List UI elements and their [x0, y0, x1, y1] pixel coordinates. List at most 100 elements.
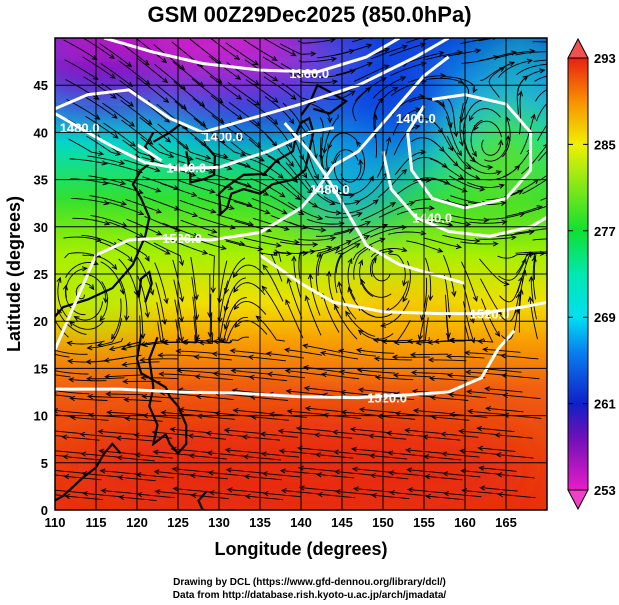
- streamline-arrowhead: [211, 228, 218, 234]
- streamline: [534, 75, 547, 82]
- streamline-arrowhead: [428, 205, 435, 211]
- streamline-arrowhead: [419, 23, 424, 27]
- coastline: [55, 131, 155, 318]
- streamline: [335, 243, 360, 274]
- streamline-arrowhead: [295, 194, 301, 201]
- streamline-arrowhead: [120, 200, 127, 206]
- streamline-arrowhead: [210, 208, 217, 214]
- temperature-field: [55, 38, 547, 510]
- streamline: [174, 299, 183, 342]
- streamline-arrowhead: [547, 62, 552, 66]
- y-tick-label: 5: [41, 456, 48, 471]
- streamline-arrowhead: [358, 407, 365, 413]
- streamline-arrowhead: [80, 451, 87, 457]
- streamline-arrowhead: [163, 298, 169, 305]
- streamline: [505, 205, 542, 217]
- streamline-arrowhead: [419, 42, 427, 48]
- streamline-arrowhead: [178, 260, 185, 267]
- streamline-arrowhead: [109, 73, 116, 79]
- streamline-arrowhead: [320, 227, 327, 233]
- streamline: [55, 435, 64, 437]
- map-title: GSM 00Z29Dec2025 (850.0hPa): [147, 2, 472, 27]
- streamline: [444, 76, 476, 93]
- streamline: [424, 237, 461, 248]
- streamline-arrowhead: [252, 60, 259, 66]
- streamline: [502, 374, 540, 380]
- streamline: [345, 311, 376, 337]
- streamline-arrowhead: [322, 412, 329, 418]
- streamline-arrowhead: [207, 470, 214, 476]
- streamline: [262, 472, 301, 478]
- streamline-arrowhead: [27, 451, 32, 455]
- streamline: [497, 50, 535, 59]
- streamline-arrowhead: [275, 242, 282, 248]
- streamline-arrowhead: [316, 491, 323, 498]
- streamline: [57, 277, 68, 318]
- streamline: [382, 320, 411, 343]
- streamline: [213, 372, 251, 378]
- streamline-arrowhead: [28, 471, 33, 475]
- streamline-arrowhead: [379, 237, 386, 243]
- streamline-arrowhead: [355, 347, 362, 354]
- streamline: [55, 454, 65, 457]
- streamline: [155, 282, 166, 325]
- streamline-arrowhead: [172, 486, 179, 492]
- streamline: [377, 415, 416, 420]
- streamline-arrowhead: [374, 374, 381, 381]
- streamline-arrowhead: [283, 347, 290, 353]
- streamline-arrowhead: [498, 139, 504, 146]
- streamline-arrowhead: [494, 432, 501, 438]
- streamline-arrowhead: [164, 117, 171, 123]
- streamline: [152, 431, 190, 436]
- streamline: [208, 472, 246, 477]
- y-tick-label: 35: [34, 173, 48, 188]
- streamline-arrowhead: [114, 150, 121, 156]
- streamline: [107, 411, 145, 416]
- streamline-arrowhead: [425, 493, 432, 500]
- streamline: [138, 295, 144, 339]
- streamline: [231, 369, 269, 375]
- wind-streamlines: [27, 23, 552, 502]
- streamline: [261, 286, 285, 322]
- streamline-arrowhead: [141, 393, 148, 400]
- contour-label: 1440.0: [166, 160, 206, 175]
- streamline-arrowhead: [187, 433, 194, 439]
- streamline-arrowhead: [129, 121, 136, 127]
- streamline: [501, 355, 539, 360]
- streamline: [498, 493, 536, 499]
- streamline: [69, 378, 107, 382]
- streamline: [424, 455, 462, 461]
- streamline: [359, 172, 389, 201]
- streamline: [334, 26, 370, 36]
- streamline-arrowhead: [236, 114, 243, 120]
- contour-label: 1400.0: [396, 111, 436, 126]
- streamline: [234, 320, 268, 335]
- streamline-arrowhead: [360, 278, 366, 285]
- streamline-arrowhead: [350, 446, 357, 452]
- streamline-arrowhead: [291, 255, 297, 262]
- streamline: [503, 394, 541, 400]
- streamline-arrowhead: [286, 277, 292, 284]
- streamline: [231, 161, 268, 176]
- streamline: [411, 156, 448, 168]
- streamline-arrowhead: [371, 257, 377, 264]
- streamline-arrowhead: [93, 94, 100, 100]
- streamline-arrowhead: [357, 387, 364, 393]
- streamline-arrowhead: [458, 78, 465, 84]
- streamline: [234, 301, 267, 315]
- streamline-arrowhead: [98, 448, 105, 454]
- streamline-arrowhead: [140, 375, 147, 381]
- streamline: [538, 150, 547, 162]
- streamline: [86, 135, 120, 155]
- streamline-arrowhead: [66, 340, 73, 346]
- streamline-arrowhead: [470, 337, 476, 344]
- streamline: [469, 221, 507, 224]
- streamline: [321, 352, 359, 360]
- streamline: [480, 62, 515, 81]
- streamline-arrowhead: [206, 450, 213, 456]
- streamline-arrowhead: [500, 353, 507, 359]
- streamline-arrowhead: [497, 491, 504, 498]
- streamline-arrowhead: [91, 54, 98, 60]
- streamline: [498, 59, 532, 78]
- streamline-arrowhead: [292, 177, 298, 184]
